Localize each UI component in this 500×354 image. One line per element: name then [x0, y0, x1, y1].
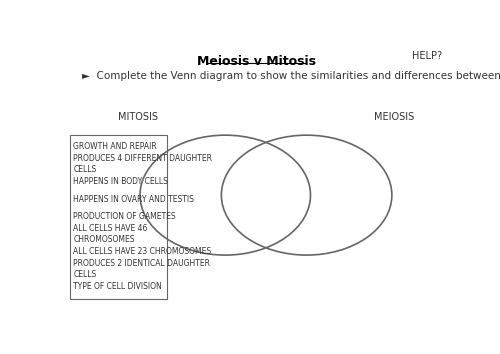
Text: HAPPENS IN BODY CELLS: HAPPENS IN BODY CELLS — [74, 177, 168, 186]
Text: MITOSIS: MITOSIS — [118, 112, 158, 121]
Text: PRODUCTION OF GAMETES: PRODUCTION OF GAMETES — [74, 212, 176, 221]
Text: ALL CELLS HAVE 23 CHROMOSOMES: ALL CELLS HAVE 23 CHROMOSOMES — [74, 247, 212, 256]
Text: ►  Complete the Venn diagram to show the similarities and differences between MI: ► Complete the Venn diagram to show the … — [82, 71, 500, 81]
Text: GROWTH AND REPAIR: GROWTH AND REPAIR — [74, 142, 157, 151]
Text: HELP?: HELP? — [412, 51, 442, 61]
Text: HAPPENS IN OVARY AND TESTIS: HAPPENS IN OVARY AND TESTIS — [74, 195, 194, 204]
Text: MEIOSIS: MEIOSIS — [374, 112, 414, 121]
Text: Meiosis v Mitosis: Meiosis v Mitosis — [197, 55, 316, 68]
Text: TYPE OF CELL DIVISION: TYPE OF CELL DIVISION — [74, 282, 162, 291]
FancyBboxPatch shape — [70, 135, 167, 299]
Text: PRODUCES 2 IDENTICAL DAUGHTER
CELLS: PRODUCES 2 IDENTICAL DAUGHTER CELLS — [74, 259, 210, 279]
Text: ALL CELLS HAVE 46
CHROMOSOMES: ALL CELLS HAVE 46 CHROMOSOMES — [74, 224, 148, 244]
Text: PRODUCES 4 DIFFERENT DAUGHTER
CELLS: PRODUCES 4 DIFFERENT DAUGHTER CELLS — [74, 154, 212, 174]
